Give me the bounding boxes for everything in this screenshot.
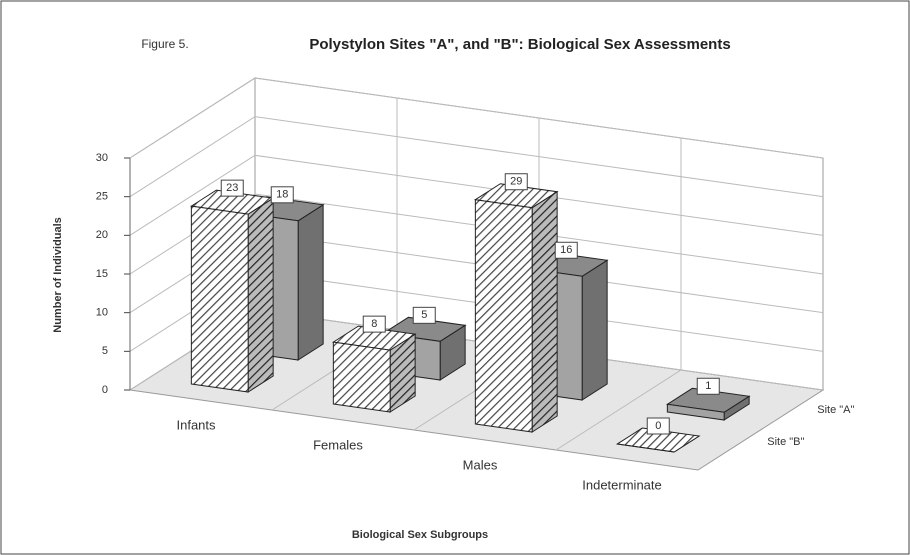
y-tick-label: 10 bbox=[96, 307, 108, 319]
bar-side bbox=[581, 259, 608, 401]
y-tick-label: 30 bbox=[96, 152, 108, 164]
data-label-box bbox=[554, 241, 578, 259]
x-tick-label: Indeterminate bbox=[582, 477, 662, 492]
y-tick-label: 25 bbox=[96, 191, 108, 203]
grid-line bbox=[129, 77, 824, 159]
y-tick-label: 5 bbox=[102, 345, 108, 357]
data-label-box bbox=[220, 179, 244, 197]
grid-line bbox=[129, 193, 824, 275]
chart-title: Polystylon Sites "A", and "B": Biologica… bbox=[309, 36, 730, 53]
data-label: 16 bbox=[560, 244, 572, 256]
bar-side bbox=[531, 190, 558, 433]
data-label-box bbox=[362, 315, 386, 333]
bar-side bbox=[247, 197, 274, 393]
bar-front bbox=[617, 443, 675, 453]
x-tick-label: Females bbox=[313, 437, 363, 452]
grid-line bbox=[129, 154, 824, 236]
x-axis-label: Biological Sex Subgroups bbox=[352, 529, 488, 541]
x-tick-label: Males bbox=[463, 457, 498, 472]
data-label: 18 bbox=[276, 189, 288, 201]
data-label: 1 bbox=[705, 380, 711, 392]
bar-front bbox=[666, 403, 725, 421]
data-label-box bbox=[504, 173, 528, 191]
grid-line bbox=[129, 116, 824, 198]
data-label-box bbox=[412, 306, 436, 324]
legend-label: Site "A" bbox=[817, 404, 854, 416]
bar-side bbox=[297, 203, 324, 361]
data-label: 5 bbox=[421, 309, 427, 321]
data-label-box bbox=[270, 186, 294, 204]
y-tick-label: 20 bbox=[96, 229, 108, 241]
y-axis-label: Number of Individuals bbox=[52, 217, 64, 333]
data-label: 29 bbox=[510, 176, 522, 188]
x-tick-label: Infants bbox=[176, 417, 216, 432]
y-tick-label: 0 bbox=[102, 384, 108, 396]
data-label-box bbox=[646, 417, 670, 435]
floor-divider bbox=[555, 369, 682, 451]
legend-label: Site "B" bbox=[767, 436, 804, 448]
bar-front bbox=[332, 341, 391, 413]
y-tick-label: 15 bbox=[96, 268, 108, 280]
data-label: 0 bbox=[655, 420, 661, 432]
data-label-box bbox=[696, 377, 720, 395]
data-label: 8 bbox=[371, 318, 377, 330]
figure-label: Figure 5. bbox=[141, 37, 188, 51]
bar-front bbox=[474, 199, 533, 433]
bar-front bbox=[190, 205, 249, 393]
data-label: 23 bbox=[226, 182, 238, 194]
